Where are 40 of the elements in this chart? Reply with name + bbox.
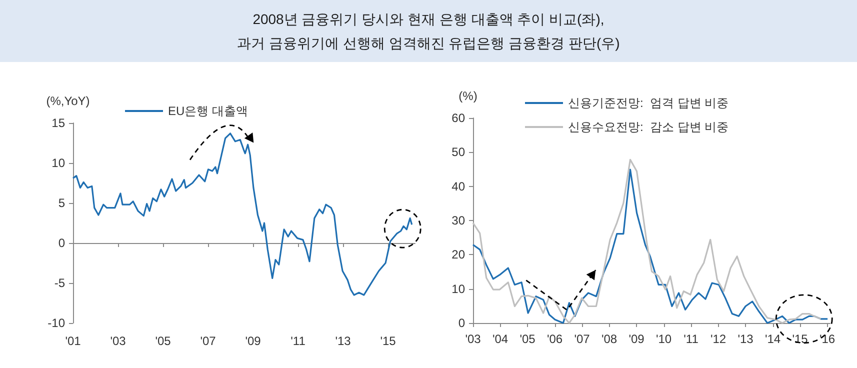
y-tick-label: -5: [54, 276, 66, 290]
x-tick-label: '11: [290, 334, 306, 348]
x-tick-label: '11: [684, 332, 699, 346]
x-tick-label: '04: [492, 332, 508, 346]
x-tick-label: '15: [380, 334, 396, 348]
chart-title: 2008년 금융위기 당시와 현재 은행 대출액 추이 비교(좌), 과거 금융위기에 선행해 엄격해진 유럽은행 금융환경 판단(우): [0, 0, 857, 62]
y-tick-label: 10: [452, 282, 466, 296]
x-tick-label: '14: [764, 332, 781, 346]
x-tick-label: '09: [628, 332, 645, 346]
y-tick-label: 40: [452, 179, 466, 194]
y-tick-label: 15: [52, 116, 66, 130]
y-axis-title: (%): [458, 89, 478, 103]
y-tick-label: 60: [452, 111, 466, 125]
x-tick-label: '10: [656, 332, 672, 346]
x-tick-label: '05: [155, 334, 172, 348]
legend-label: 신용기준전망: 엄격 답변 비중: [568, 96, 729, 110]
x-tick-label: '06: [546, 332, 563, 346]
y-axis-title: (%,YoY): [46, 94, 90, 108]
x-tick-label: '09: [245, 334, 262, 348]
x-tick-label: '12: [710, 332, 726, 346]
y-tick-label: 10: [52, 156, 66, 170]
x-tick-label: '07: [200, 334, 216, 348]
x-tick-label: '03: [465, 332, 482, 346]
x-tick-label: '01: [65, 334, 82, 348]
x-tick-label: '08: [601, 332, 618, 346]
x-tick-label: '16: [819, 332, 836, 346]
x-tick-label: '03: [110, 334, 126, 348]
y-tick-label: 0: [458, 316, 466, 330]
y-tick-label: 30: [452, 214, 466, 228]
legend-label: EU은행 대출액: [168, 104, 248, 118]
x-tick-label: '13: [738, 332, 754, 346]
x-tick-label: '05: [520, 332, 536, 346]
x-tick-label: '13: [335, 334, 352, 348]
y-tick-label: 5: [58, 196, 66, 210]
x-tick-label: '07: [574, 332, 590, 346]
y-tick-label: 20: [452, 248, 466, 262]
y-tick-label: 50: [452, 145, 466, 160]
y-tick-label: 0: [58, 236, 66, 250]
legend-label: 신용수요전망: 감소 답변 비중: [568, 120, 729, 134]
y-tick-label: -10: [48, 316, 66, 330]
